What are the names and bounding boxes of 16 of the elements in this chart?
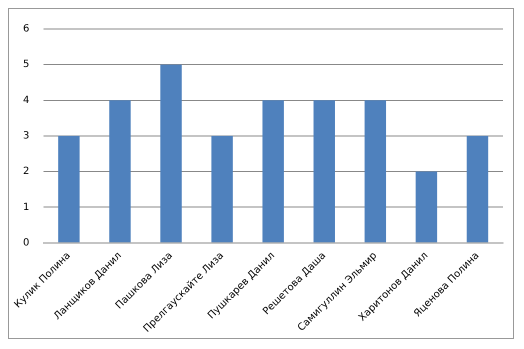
bar <box>416 172 438 242</box>
y-tick-label: 4 <box>22 94 30 106</box>
bar <box>364 100 386 242</box>
bar <box>211 136 233 242</box>
y-tick-label: 1 <box>22 202 30 213</box>
y-tick-label: 0 <box>22 237 30 248</box>
bar <box>58 136 80 242</box>
bar <box>160 64 182 242</box>
bar <box>109 100 131 242</box>
y-tick-label: 5 <box>22 59 30 70</box>
bar <box>314 100 335 242</box>
y-tick-label: 6 <box>22 24 30 35</box>
bar <box>466 136 488 242</box>
y-tick-label: 2 <box>22 166 30 178</box>
y-tick-label: 3 <box>22 130 30 142</box>
bar <box>262 100 284 242</box>
